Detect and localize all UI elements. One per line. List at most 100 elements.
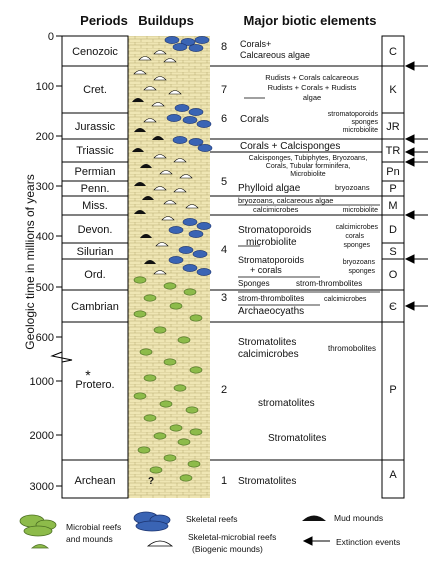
biotic-jurassic-side-2: sponges	[352, 119, 379, 126]
episode-2: 2	[221, 384, 227, 396]
period-name-triassic: Triassic	[76, 145, 114, 157]
episode-4: 4	[221, 244, 227, 256]
biotic-cambrian-2b: calcimicrobes	[324, 296, 367, 303]
microbial-reef-symbol	[189, 428, 203, 436]
biotic-penn-side: bryozoans	[335, 183, 370, 192]
skeletal-microbial-mound-symbol	[163, 58, 177, 63]
biotic-ordovician-side-2: sponges	[349, 268, 376, 275]
tick-label-200: 200	[36, 131, 54, 143]
biotic-ordovician-side-1: bryozoans	[343, 259, 376, 266]
episode-1: 1	[221, 475, 227, 487]
biotic-header: Major biotic elements	[244, 13, 377, 28]
skeletal-microbial-mound-symbol	[133, 70, 147, 75]
period-name-mississippian: Miss.	[82, 200, 108, 212]
mud-mound-symbol	[134, 182, 146, 186]
archean-query: ?	[148, 476, 154, 487]
legend-extinction-arrow-icon	[302, 536, 330, 546]
tick-label-300: 300	[36, 181, 54, 193]
skeletal-microbial-mound-symbol	[159, 170, 173, 175]
tick-label-400: 400	[36, 231, 54, 243]
microbial-reef-symbol	[189, 366, 203, 374]
microbial-reef-symbol	[163, 282, 177, 290]
period-name-cretaceous: Cret.	[83, 84, 107, 96]
microbial-reef-symbol	[159, 400, 173, 408]
proterozoic-star: *	[85, 367, 91, 383]
biotic-permian-2: Corals, Tubular forminifera,	[266, 163, 350, 170]
microbial-reef-symbol	[137, 446, 151, 454]
microbial-reef-symbol	[185, 406, 199, 414]
period-code-s: S	[389, 246, 396, 258]
skeletal-microbial-mound-symbol	[143, 86, 157, 91]
periods-header: Periods	[80, 13, 128, 28]
episode-6: 6	[221, 113, 227, 125]
biotic-elements: Corals+ Calcareous algae Rudists + Coral…	[238, 39, 378, 487]
biotic-permian-3: Microbiolite	[290, 171, 326, 178]
period-name-archean: Archean	[75, 475, 116, 487]
period-code-m: M	[388, 200, 397, 212]
period-name-cambrian: Cambrian	[71, 301, 119, 313]
period-name-silurian: Silurian	[77, 246, 114, 258]
biotic-proterozoic-main-1: Stromatolites	[238, 337, 296, 348]
period-code-a: A	[389, 469, 397, 481]
biotic-ordovician-main-1: Stromatoporoids	[238, 255, 305, 265]
microbial-reef-symbol	[177, 438, 191, 446]
biotic-proterozoic-mid: stromatolites	[258, 398, 315, 409]
microbial-reef-symbol	[169, 302, 183, 310]
tick-label-600: 600	[36, 332, 54, 344]
microbial-reef-symbol	[187, 460, 201, 468]
period-grid	[61, 35, 405, 499]
skeletal-microbial-mound-symbol	[179, 174, 193, 179]
skeletal-reef-symbol	[182, 218, 198, 226]
period-name-cenozoic: Cenozoic	[72, 46, 118, 58]
skeletal-reef-symbol	[192, 250, 208, 258]
mud-mound-symbol	[134, 128, 146, 132]
microbial-reef-symbol	[169, 424, 183, 432]
skeletal-microbial-mound-symbol	[173, 188, 187, 193]
microbial-reef-symbol	[149, 466, 163, 474]
period-name-devonian: Devon.	[78, 224, 113, 236]
microbial-reef-symbol	[189, 314, 203, 322]
biotic-cenozoic-1: Corals+	[240, 39, 271, 49]
legend-skeletal-label: Skeletal reefs	[186, 514, 238, 524]
microbial-reef-symbol	[143, 294, 157, 302]
skeletal-reef-symbol	[188, 230, 204, 238]
skeletal-microbial-mound-symbol	[173, 158, 187, 163]
biotic-proterozoic-low: Stromatolites	[268, 433, 326, 444]
skeletal-microbial-mound-symbol	[163, 200, 177, 205]
skeletal-microbial-mound-symbol	[185, 204, 199, 209]
period-code-d: D	[389, 224, 397, 236]
microbial-reef-symbol	[179, 474, 193, 482]
tick-label-1000: 1000	[30, 376, 54, 388]
skeletal-reef-symbol	[180, 38, 196, 46]
microbial-reef-symbol	[183, 288, 197, 296]
microbial-reef-symbol	[133, 276, 147, 284]
skeletal-reef-symbol	[188, 138, 204, 146]
legend-extinction-label: Extinction events	[336, 537, 400, 547]
episode-8: 8	[221, 41, 227, 53]
legend-mud-mound-icon	[302, 515, 326, 521]
extinction-arrows	[404, 61, 428, 311]
period-code-pn: Pn	[386, 166, 399, 178]
skeletal-reef-symbol	[194, 36, 210, 44]
biotic-proterozoic-side: thromobolites	[328, 344, 376, 353]
legend-skeletal-icon	[133, 511, 171, 532]
skeletal-reef-symbol	[172, 43, 188, 51]
biotic-devonian-side-2: corals	[345, 233, 364, 240]
period-name-pennsylvanian: Penn.	[81, 183, 110, 195]
axis-ticks	[56, 35, 62, 487]
microbial-reef-symbol	[133, 392, 147, 400]
biotic-devonian-main-1: Stromatoporoids	[238, 225, 311, 236]
biotic-archean: Stromatolites	[238, 476, 296, 487]
biotic-cambrian-3: Archaeocyaths	[238, 306, 304, 317]
skeletal-microbial-mound-symbol	[151, 102, 165, 107]
skeletal-reef-symbol	[197, 144, 213, 152]
skeletal-reef-symbol	[196, 268, 212, 276]
biotic-jurassic-side-3: microbiolite	[343, 127, 379, 134]
legend-skeletal-microbial-icon	[146, 540, 174, 547]
skeletal-microbial-mound-symbol	[153, 76, 167, 81]
mud-mound-symbol	[140, 164, 152, 168]
skeletal-reef-symbol	[166, 114, 182, 122]
biotic-jurassic-side-1: stromatoporoids	[328, 111, 379, 118]
skeletal-reef-symbol	[172, 136, 188, 144]
skeletal-reef-symbol	[182, 116, 198, 124]
